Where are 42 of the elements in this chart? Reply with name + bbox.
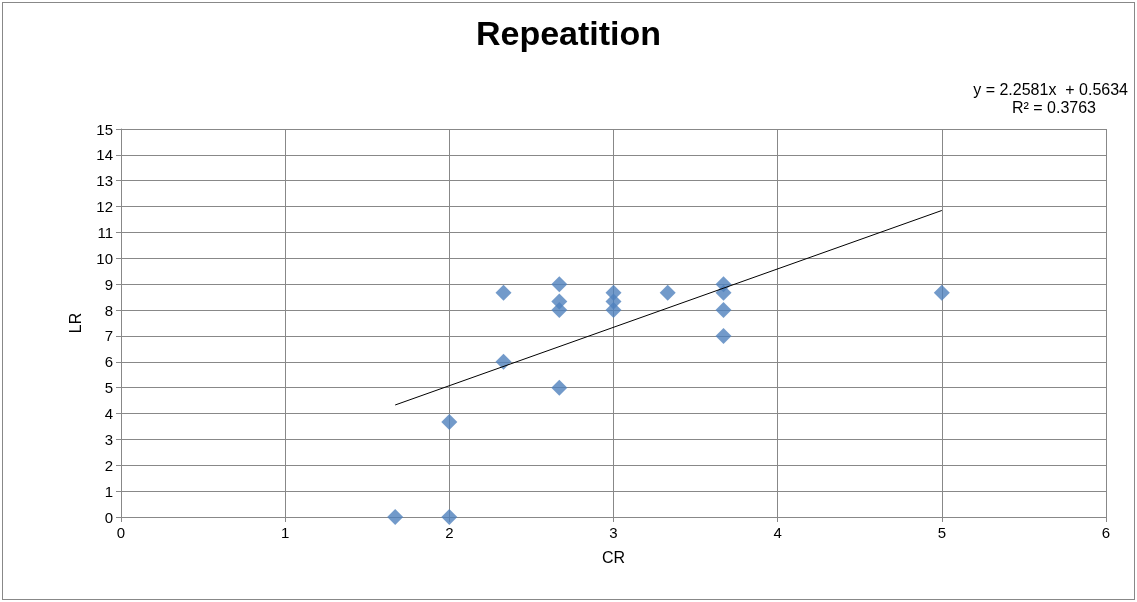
y-tick-label: 14	[96, 146, 113, 164]
point	[551, 293, 568, 310]
point	[715, 327, 732, 344]
point	[659, 284, 676, 301]
point	[495, 353, 512, 370]
x-tick-label: 4	[773, 524, 782, 541]
x-tick-label: 0	[116, 524, 126, 541]
y-tick-label: 9	[104, 275, 113, 293]
x-tick-label: 2	[445, 524, 454, 541]
chart-title: Repeatition	[475, 14, 662, 52]
y-axis-title: LR	[66, 312, 84, 334]
point	[495, 284, 512, 301]
point	[441, 414, 458, 431]
y-tick-label: 15	[96, 120, 113, 138]
y-tick-label: 13	[96, 172, 113, 190]
y-tick-label: 4	[104, 405, 113, 423]
text: R² = 0.3763	[1011, 98, 1097, 116]
y-tick-label: 10	[96, 249, 113, 267]
x-axis-title: CR	[601, 548, 626, 566]
y-tick-label: 8	[104, 301, 113, 319]
point	[387, 509, 404, 525]
y-tick-label: 11	[97, 223, 113, 241]
point	[715, 302, 732, 319]
text: y = 2.2581x + 0.5634	[973, 80, 1129, 98]
x-tick-label: 5	[937, 524, 947, 541]
point	[715, 276, 732, 293]
point	[605, 284, 622, 301]
y-tick-label: 12	[96, 198, 113, 216]
x-tick-label: 6	[1101, 524, 1111, 541]
x-tick-label: 1	[280, 524, 290, 541]
y-tick-label: 3	[104, 430, 113, 448]
point	[441, 509, 458, 525]
y-tick-label: 6	[104, 353, 113, 371]
y-tick-label: 2	[104, 456, 113, 474]
point	[933, 284, 950, 301]
point	[551, 379, 568, 396]
point	[551, 276, 568, 293]
y-tick-label: 0	[104, 508, 113, 526]
y-tick-label: 7	[104, 327, 113, 345]
y-tick-label: 1	[104, 482, 113, 500]
y-tick-label: 5	[104, 379, 113, 397]
x-tick-label: 3	[609, 524, 618, 541]
